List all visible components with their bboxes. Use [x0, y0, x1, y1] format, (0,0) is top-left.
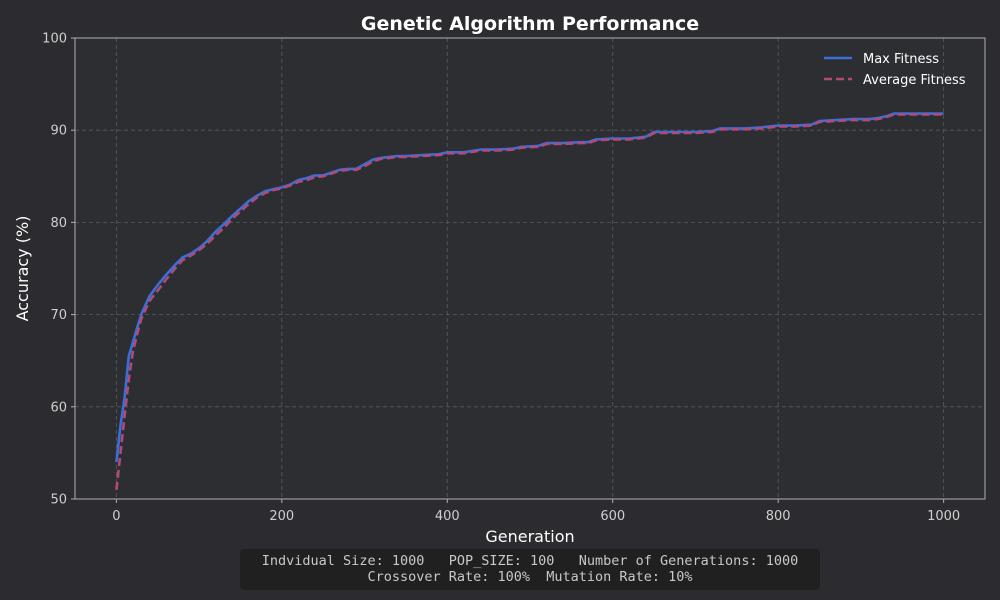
legend: Max Fitness Average Fitness: [824, 52, 966, 88]
x-tick-label: 600: [600, 509, 625, 524]
y-tick-label: 90: [50, 124, 67, 139]
legend-label: Max Fitness: [863, 52, 939, 67]
y-tick-label: 60: [50, 400, 67, 415]
series-layer: [115, 112, 944, 490]
y-tick-label: 80: [50, 216, 67, 231]
chart-title: Genetic Algorithm Performance: [361, 13, 699, 35]
legend-label: Average Fitness: [863, 73, 966, 88]
x-tick-label: 1000: [927, 509, 960, 524]
y-tick-label: 50: [50, 493, 67, 508]
x-axis-label: Generation: [485, 527, 574, 546]
parameters-line-1: Indvidual Size: 1000 POP_SIZE: 100 Numbe…: [261, 553, 799, 569]
x-tick-label: 0: [112, 509, 120, 524]
x-tick-label: 800: [766, 509, 791, 524]
plot-area: [75, 38, 985, 499]
x-tick-label: 400: [435, 509, 460, 524]
parameters-info-box: Indvidual Size: 1000 POP_SIZE: 100 Numbe…: [240, 549, 820, 590]
y-axis-label: Accuracy (%): [13, 216, 32, 322]
x-tick-label: 200: [269, 509, 294, 524]
y-tick-label: 70: [50, 308, 67, 323]
y-tick-label: 100: [42, 32, 67, 47]
series-line-average-fitness: [115, 113, 944, 490]
axis-ticks: 0 200 400 600 800 1000 50 60 70 80 90 100: [42, 32, 960, 525]
axes-frame: [74, 37, 986, 500]
parameters-line-2: Crossover Rate: 100% Mutation Rate: 10%: [367, 569, 693, 585]
